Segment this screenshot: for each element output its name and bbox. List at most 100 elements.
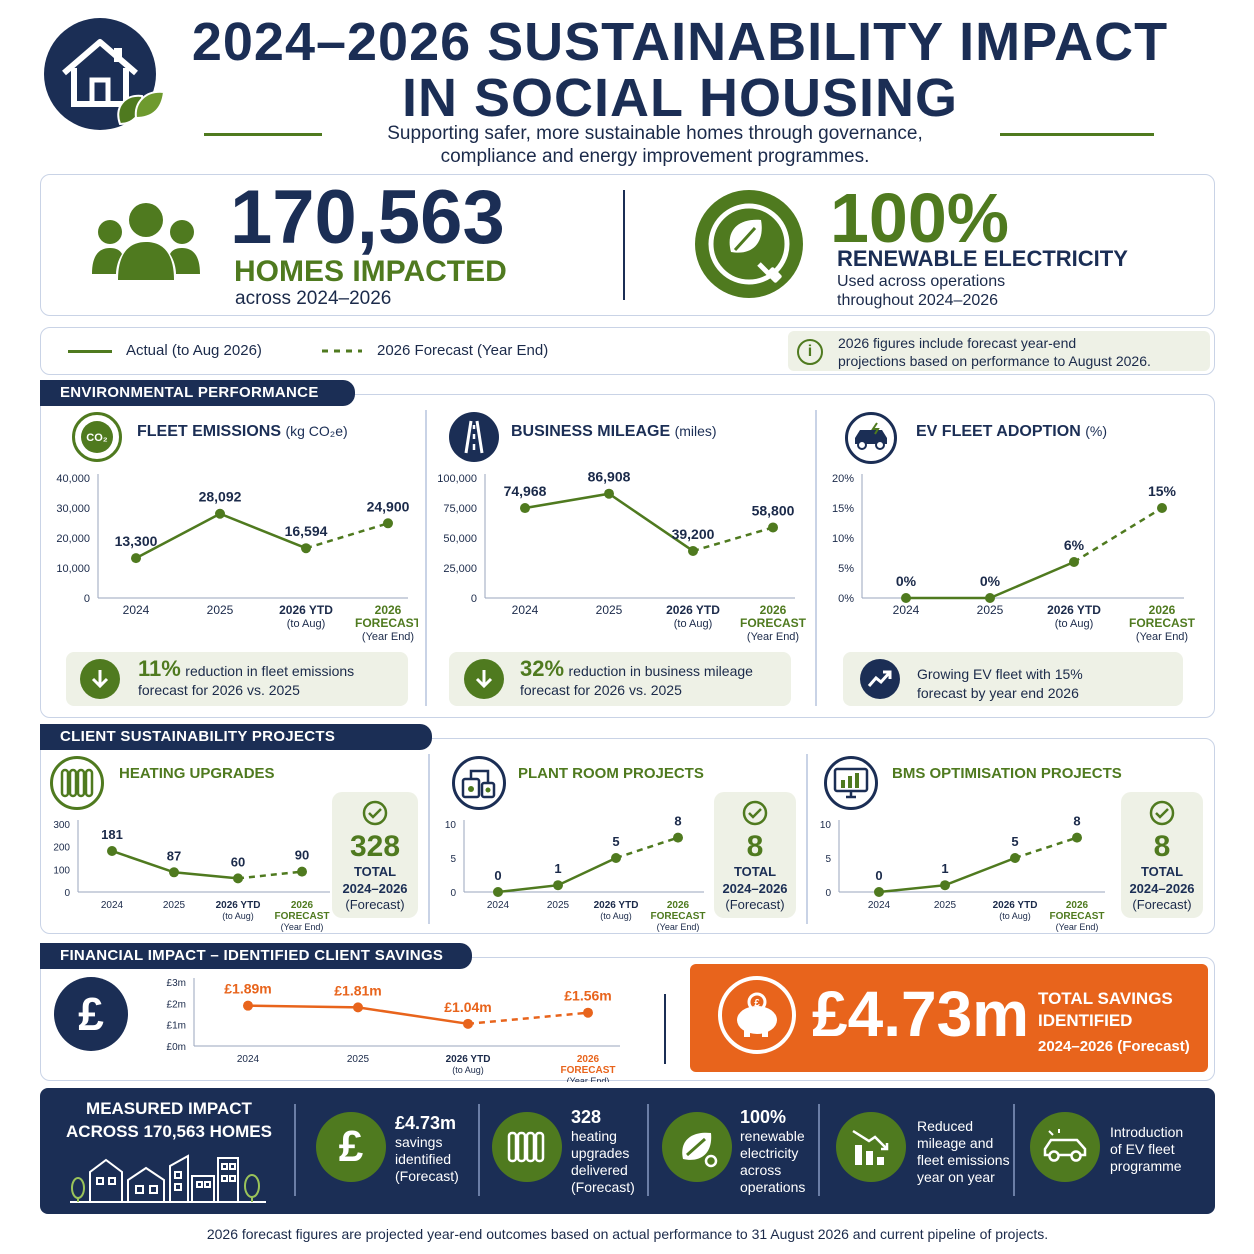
fleet-note-text: 11% reduction in fleet emissions forecas… <box>138 656 355 698</box>
data-label: 87 <box>167 848 181 863</box>
y-tick-label: £2m <box>167 999 186 1010</box>
x-tick-label: FORECAST <box>355 616 418 630</box>
heating-chart: 0 100 200 300 2024 2025 2026 YTD(to Aug) 2026FO… <box>53 820 330 932</box>
road-icon <box>449 412 499 462</box>
ev-car-icon <box>845 412 897 464</box>
x-tick-label: 2025 <box>934 900 957 911</box>
forecast-series-line <box>305 522 389 550</box>
plant-room-icon <box>452 756 506 810</box>
house-logo <box>44 18 156 130</box>
data-label: 86,908 <box>588 469 631 485</box>
savings-chart: £0m £1m £2m £3m 2024 2025 2026 YTD(to Aug) 2026… <box>167 978 620 1082</box>
data-label: 8 <box>1073 814 1080 829</box>
banner-sep-3 <box>647 1104 649 1196</box>
x-tick-label: 2026 YTD <box>1047 603 1101 617</box>
section-environmental: ENVIRONMENTAL PERFORMANCE <box>40 380 355 406</box>
x-tick-label: FORECAST <box>1050 911 1105 922</box>
plant-title: PLANT ROOM PROJECTS <box>518 765 704 782</box>
y-tick-label: 300 <box>53 820 70 831</box>
data-label: 5 <box>612 834 619 849</box>
data-point <box>131 553 141 564</box>
svg-text:CO₂: CO₂ <box>86 432 108 444</box>
legend-actual-line <box>68 350 112 353</box>
data-point <box>463 1018 473 1029</box>
y-tick-label: 20% <box>832 473 854 485</box>
data-point <box>383 518 393 529</box>
homes-value: 170,563 <box>230 175 505 260</box>
forecast-series-line <box>615 836 679 860</box>
x-tick-label: FORECAST <box>740 616 807 630</box>
data-point <box>297 866 307 877</box>
x-tick-label: 2026 <box>375 603 402 617</box>
data-point <box>604 488 614 499</box>
y-tick-label: 200 <box>53 843 70 854</box>
data-label: 0% <box>896 573 917 589</box>
footer-note: 2026 forecast figures are projected year… <box>206 1226 1049 1242</box>
x-tick-label: 2024 <box>893 603 920 617</box>
data-label: £1.56m <box>564 988 611 1004</box>
city-skyline-icon <box>70 1154 266 1203</box>
bms-total: 8 TOTAL 2024–2026 (Forecast) <box>1121 792 1203 918</box>
data-point <box>768 522 778 533</box>
data-label: 0 <box>875 868 882 883</box>
data-point <box>1157 503 1167 513</box>
mileage-title: BUSINESS MILEAGE (miles) <box>511 423 717 440</box>
x-tick-label: 2024 <box>101 900 124 911</box>
y-tick-label: 15% <box>832 503 854 515</box>
data-label: 24,900 <box>367 498 410 514</box>
fleet-chart: 0 10,000 20,000 30,000 40,000 2024 2025 2026 YT… <box>56 473 418 643</box>
legend-forecast-line <box>322 349 362 353</box>
x-tick-label: (Year End) <box>362 631 414 643</box>
data-label: 74,968 <box>504 483 547 499</box>
total-savings-value: £4.73m <box>812 978 1030 1050</box>
check-icon-2 <box>742 800 768 826</box>
y-tick-label: 50,000 <box>443 533 477 545</box>
data-point <box>233 873 243 884</box>
data-label: 6% <box>1064 537 1085 553</box>
y-tick-label: 0 <box>471 593 477 605</box>
y-tick-label: 20,000 <box>56 533 90 545</box>
y-tick-label: 0% <box>838 593 854 605</box>
down-arrow-icon-2 <box>464 659 504 699</box>
mileage-note-text: 32% reduction in business mileage foreca… <box>520 656 753 698</box>
info-note <box>788 331 1210 371</box>
y-tick-label: £3m <box>167 978 186 989</box>
banner-sep-5 <box>1013 1104 1015 1196</box>
legend-forecast-label: 2026 Forecast (Year End) <box>377 342 549 359</box>
data-point <box>673 832 683 843</box>
renewable-badge <box>695 190 803 298</box>
proj-divider-2 <box>806 754 808 924</box>
x-tick-label: 2024 <box>487 900 510 911</box>
data-label: 13,300 <box>115 533 158 549</box>
x-tick-label: (Year End) <box>281 922 324 932</box>
impact-title: MEASURED IMPACT ACROSS 170,563 HOMES <box>66 1099 272 1141</box>
x-tick-label: 2026 YTD <box>216 900 261 911</box>
data-label: £1.89m <box>224 981 271 997</box>
env-divider-2 <box>815 410 817 706</box>
banner-item-heating: 328 heating upgrades delivered (Forecast) <box>571 1107 635 1195</box>
heating-total: 328 TOTAL 2024–2026 (Forecast) <box>332 792 418 918</box>
y-tick-label: 10 <box>445 820 457 831</box>
y-tick-label: 5% <box>838 563 854 575</box>
data-point <box>301 543 311 554</box>
banner-reduced-chart-icon <box>836 1112 906 1182</box>
x-tick-label: 2026 <box>291 900 314 911</box>
info-icon: i <box>797 339 823 365</box>
ev-title: EV FLEET ADOPTION (%) <box>916 423 1107 440</box>
data-point <box>553 880 563 891</box>
x-tick-label: 2024 <box>237 1054 260 1065</box>
data-label: 5 <box>1011 834 1018 849</box>
x-tick-label: 2024 <box>868 900 891 911</box>
x-tick-label: (to Aug) <box>452 1065 484 1075</box>
data-label: 16,594 <box>285 523 328 539</box>
down-arrow-icon <box>80 659 120 699</box>
data-point <box>1069 557 1079 567</box>
y-tick-label: 25,000 <box>443 563 477 575</box>
y-tick-label: 100 <box>53 865 70 876</box>
data-label: 58,800 <box>752 502 795 518</box>
banner-sep-1 <box>294 1104 296 1196</box>
kpi-divider <box>623 190 625 300</box>
y-tick-label: 10% <box>832 533 854 545</box>
renewable-sub: Used across operations throughout 2024–2… <box>837 273 1006 309</box>
banner-item-ev: Introduction of EV fleet programme <box>1110 1124 1184 1174</box>
